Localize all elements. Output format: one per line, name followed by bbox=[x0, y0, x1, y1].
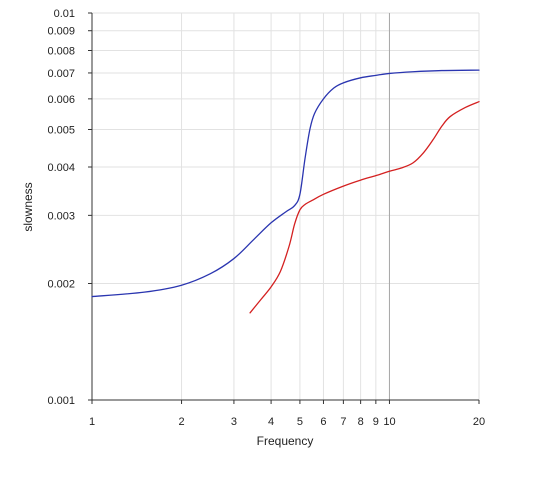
x-tick-label: 3 bbox=[231, 416, 237, 428]
axes bbox=[88, 12, 480, 404]
y-tick-label: 0.003 bbox=[47, 210, 75, 222]
x-tick-label: 2 bbox=[178, 416, 184, 428]
y-tick-labels: 0.001 0.002 0.003 0.004 0.005 0.006 0.007 0.008… bbox=[47, 8, 75, 407]
series-lines bbox=[91, 69, 480, 314]
x-tick-label: 10 bbox=[383, 416, 395, 428]
x-tick-label: 1 bbox=[89, 416, 95, 428]
grid bbox=[92, 12, 480, 400]
y-tick-label: 0.005 bbox=[47, 124, 75, 136]
series-line-1 bbox=[91, 69, 480, 298]
series-line-2 bbox=[249, 101, 480, 314]
y-axis-title: slowness bbox=[21, 182, 35, 231]
x-tick-label: 8 bbox=[358, 416, 364, 428]
y-tick-label: 0.009 bbox=[47, 26, 75, 38]
x-tick-label: 4 bbox=[268, 416, 274, 428]
y-tick-label: 0.007 bbox=[47, 68, 75, 80]
x-tick-label: 7 bbox=[340, 416, 346, 428]
y-tick-label: 0.002 bbox=[47, 279, 75, 291]
x-tick-label: 20 bbox=[473, 416, 485, 428]
x-tick-label: 9 bbox=[373, 416, 379, 428]
y-tick-label: 0.004 bbox=[47, 162, 75, 174]
x-tick-label: 5 bbox=[297, 416, 303, 428]
y-tick-label: 0.008 bbox=[47, 46, 75, 58]
x-tick-label: 6 bbox=[320, 416, 326, 428]
x-axis-title: Frequency bbox=[257, 434, 314, 448]
x-tick-labels: 1 2 3 4 5 6 7 8 9 10 20 bbox=[89, 416, 485, 428]
y-tick-label: 0.001 bbox=[47, 395, 75, 407]
y-tick-label: 0.01 bbox=[54, 8, 75, 20]
y-tick-label: 0.006 bbox=[47, 94, 75, 106]
